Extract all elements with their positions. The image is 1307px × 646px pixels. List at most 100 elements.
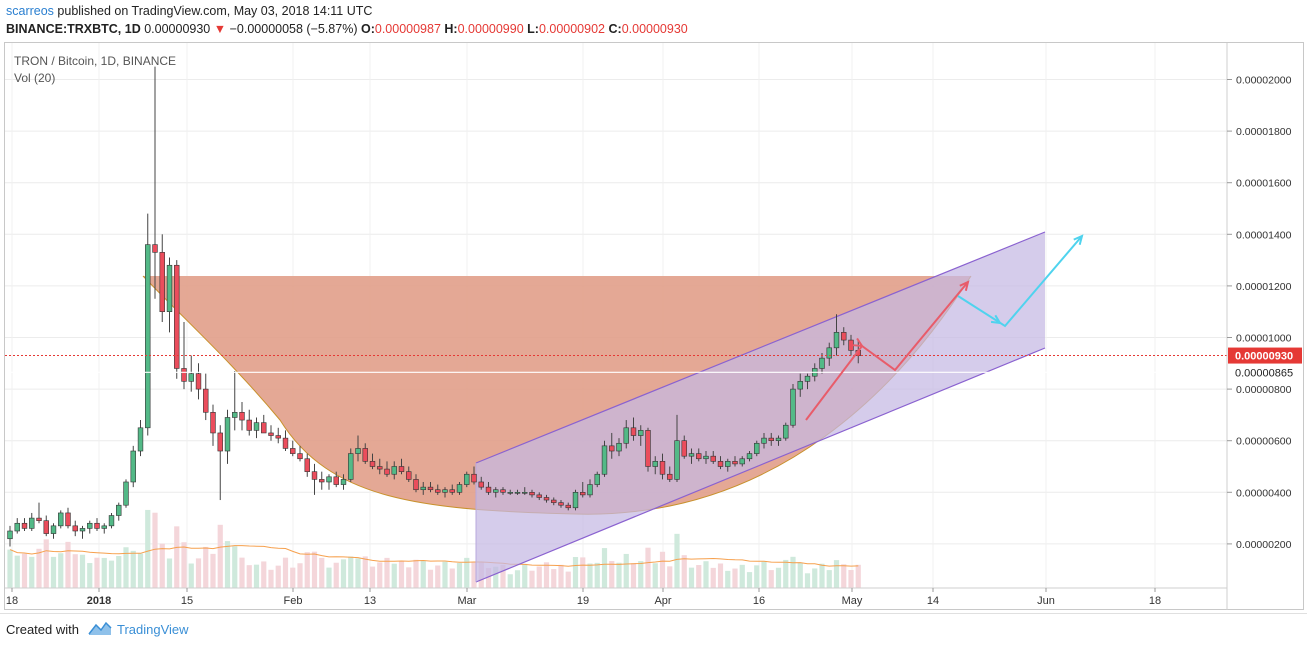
candle-body xyxy=(282,437,289,449)
volume-bar xyxy=(420,560,426,588)
red-arrow-path xyxy=(805,281,969,421)
volume-bar xyxy=(536,566,542,588)
volume-bar xyxy=(616,562,622,588)
candle-body xyxy=(580,491,586,496)
cyan-arrow-head xyxy=(1073,234,1084,245)
volume-bar xyxy=(435,565,441,588)
volume-bar xyxy=(819,563,825,588)
level-tag xyxy=(1228,364,1302,381)
x-tick-label: 15 xyxy=(181,595,193,607)
candle-body xyxy=(478,481,484,488)
candle-body xyxy=(601,445,608,475)
x-tick-label: May xyxy=(842,595,863,607)
legend-title: TRON / Bitcoin, 1D, BINANCE xyxy=(14,54,177,68)
volume-bar xyxy=(137,553,144,588)
y-tick-label: 0.00001000 xyxy=(1236,333,1292,345)
volume-bar xyxy=(558,564,564,588)
candle-body xyxy=(551,499,557,503)
legend-indicator: Vol (20) xyxy=(14,71,56,85)
candle-body xyxy=(522,491,528,494)
volume-bar xyxy=(623,553,629,588)
candle-body xyxy=(841,332,847,341)
candle-body xyxy=(500,489,506,493)
volume-bar xyxy=(638,561,644,588)
volume-bar xyxy=(652,563,658,588)
author-link[interactable]: scarreos xyxy=(6,4,54,18)
candle-body xyxy=(572,491,579,509)
y-axis: 0.00000200 0.00000400 0.00000600 0.00000800… xyxy=(1226,43,1292,610)
volume-bars xyxy=(7,509,861,588)
candle-body xyxy=(413,479,419,491)
y-tick-label: 0.00001800 xyxy=(1236,126,1292,138)
volume-bar xyxy=(406,567,412,588)
candle-body xyxy=(565,504,571,509)
y-tick-label: 0.00000200 xyxy=(1236,539,1292,551)
volume-bar xyxy=(174,526,180,588)
candle-body xyxy=(659,461,666,475)
last-price-tag-label: 0.00000930 xyxy=(1235,351,1293,363)
candle-body xyxy=(848,339,854,351)
y-tick-label: 0.00000600 xyxy=(1236,436,1292,448)
volume-bar xyxy=(427,569,434,588)
candle-body xyxy=(406,471,412,480)
volume-bar xyxy=(87,563,93,588)
volume-bar xyxy=(804,573,811,588)
volume-bar xyxy=(761,561,767,588)
open-label: O: xyxy=(360,22,375,36)
candle-body xyxy=(101,525,107,529)
volume-bar xyxy=(123,547,129,588)
volume-bar xyxy=(239,557,245,588)
high-value: 0.00000990 xyxy=(457,22,524,36)
candle-body xyxy=(638,430,644,436)
volume-bar xyxy=(812,568,818,588)
volume-bar xyxy=(833,560,840,588)
candle-body xyxy=(36,517,42,521)
candle-body xyxy=(123,481,129,506)
volume-bar xyxy=(224,541,231,588)
candle-body xyxy=(159,252,165,313)
candle-body xyxy=(311,471,318,480)
volume-bar xyxy=(108,560,115,588)
candle-body xyxy=(65,512,71,527)
candle-body xyxy=(790,388,796,426)
candle-body xyxy=(754,442,760,454)
chart-header: scarreos published on TradingView.com, M… xyxy=(0,0,1307,40)
volume-bar xyxy=(275,565,281,588)
candle-body xyxy=(398,466,405,472)
volume-bar xyxy=(717,563,724,588)
candle-body xyxy=(703,455,709,460)
candle-body xyxy=(290,448,296,454)
x-tick-label: Mar xyxy=(458,595,477,607)
volume-bar xyxy=(166,558,173,588)
candle-body xyxy=(623,427,629,444)
volume-bar xyxy=(580,557,586,588)
x-axis: 18 2018 15 Feb 13 Mar 19 Apr 16 May 14 Jun 18 xyxy=(5,587,1227,607)
tradingview-brand-link[interactable]: TradingView xyxy=(117,622,189,637)
x-tick-label: Apr xyxy=(654,595,671,607)
volume-bar xyxy=(43,539,49,588)
volume-bar xyxy=(145,509,151,588)
drawings-layer xyxy=(142,231,1046,583)
y-tick-label: 0.00001400 xyxy=(1236,229,1292,241)
x-tick-label: 13 xyxy=(364,595,376,607)
candle-body xyxy=(87,522,93,529)
red-arrow-head xyxy=(959,280,970,291)
x-tick-label: Jun xyxy=(1037,595,1055,607)
candle-body xyxy=(29,517,35,529)
volume-bar xyxy=(253,564,260,588)
candle-body xyxy=(384,468,390,475)
candle-body xyxy=(377,466,383,470)
candle-body xyxy=(442,489,448,493)
volume-bar xyxy=(797,562,803,588)
candle-body xyxy=(449,489,455,493)
x-tick-label: 16 xyxy=(753,595,765,607)
close-value: 0.00000930 xyxy=(621,22,688,36)
channel-lower-line xyxy=(475,347,1046,583)
candle-body xyxy=(471,473,477,483)
candle-body xyxy=(739,458,745,465)
candle-body xyxy=(667,473,673,480)
publish-line: scarreos published on TradingView.com, M… xyxy=(6,4,372,18)
candle-body xyxy=(783,424,789,439)
open-value: 0.00000987 xyxy=(374,22,441,36)
